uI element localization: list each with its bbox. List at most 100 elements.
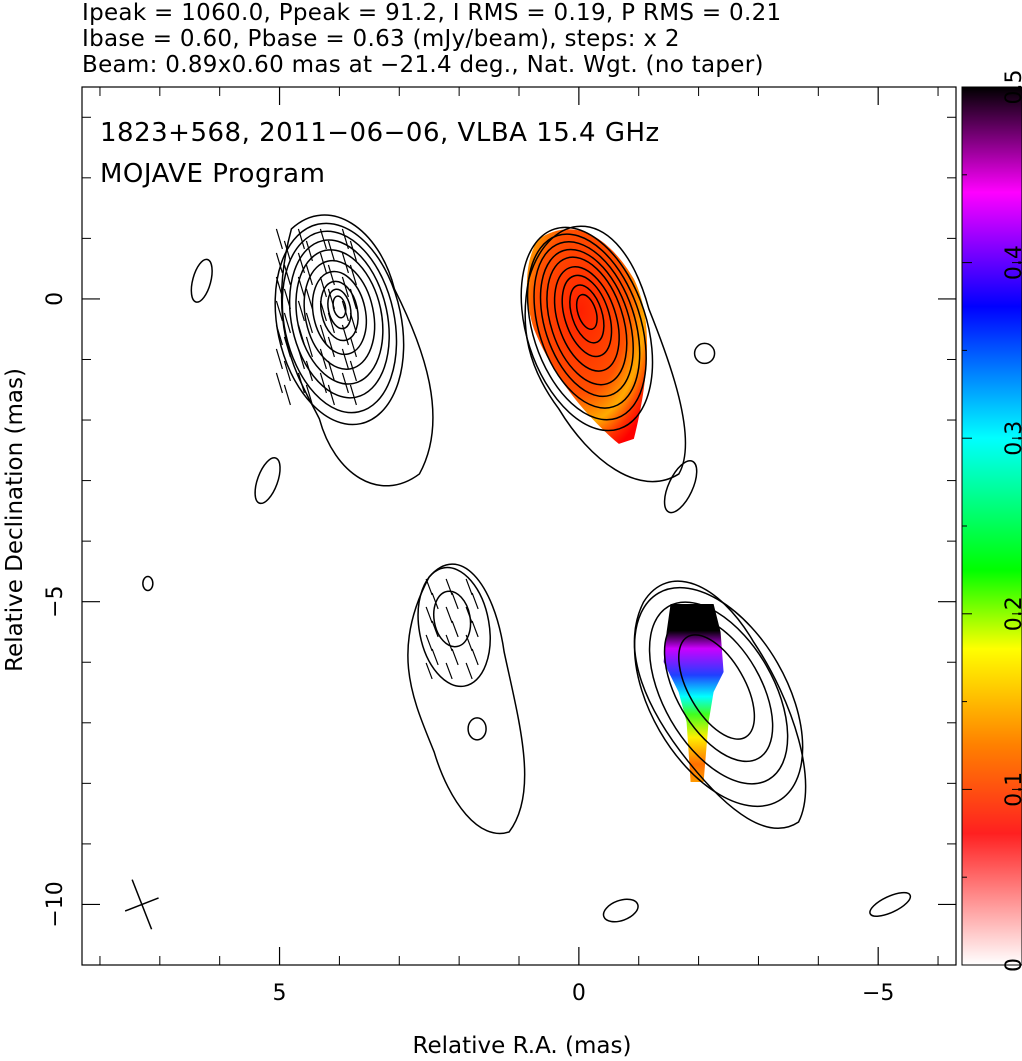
polarized-intensity-outer-contour bbox=[524, 225, 687, 483]
evpa-tick bbox=[349, 288, 357, 310]
evpa-tick bbox=[349, 336, 357, 358]
evpa-tick bbox=[319, 276, 327, 298]
evpa-tick bbox=[327, 312, 335, 334]
polarized-intensity-contour bbox=[533, 241, 641, 409]
evpa-tick bbox=[349, 360, 357, 382]
evpa-tick bbox=[319, 372, 327, 394]
colorbar-tick-label: 0.3 bbox=[1002, 421, 1022, 456]
evpa-tick bbox=[297, 228, 305, 250]
evpa-tick bbox=[327, 360, 335, 382]
evpa-tick bbox=[451, 592, 459, 610]
evpa-tick bbox=[471, 620, 479, 638]
evpa-tick bbox=[341, 348, 349, 370]
evpa-tick bbox=[445, 578, 453, 596]
evpa-tick bbox=[465, 578, 473, 596]
stokes-i-contour bbox=[327, 288, 352, 330]
residual-stokes-i-panel bbox=[407, 563, 526, 835]
evpa-tick bbox=[297, 276, 305, 298]
evpa-tick bbox=[283, 384, 291, 406]
evpa-tick bbox=[275, 276, 283, 298]
noise-contour bbox=[190, 258, 213, 303]
plot-frame bbox=[81, 86, 957, 966]
y-tick-label: −10 bbox=[43, 881, 68, 927]
beam-minor-axis bbox=[124, 897, 159, 912]
noise-contour bbox=[467, 717, 487, 741]
stokes-i-panel bbox=[274, 214, 434, 487]
axes-layer: 5 0 −5 0 −5 −10 bbox=[43, 87, 956, 1006]
header-base-line: Ibase = 0.60, Pbase = 0.63 (mJy/beam), s… bbox=[82, 26, 680, 52]
evpa-tick bbox=[425, 606, 433, 624]
evpa-tick bbox=[319, 252, 327, 274]
evpa-tick bbox=[319, 300, 327, 322]
evpa-tick bbox=[319, 228, 327, 250]
x-tick-label: −5 bbox=[862, 981, 894, 1006]
evpa-tick bbox=[341, 228, 349, 250]
polarized-intensity-contour bbox=[539, 248, 634, 398]
evpa-tick bbox=[431, 648, 439, 666]
evpa-tick bbox=[341, 276, 349, 298]
evpa-tick bbox=[349, 312, 357, 334]
evpa-tick bbox=[451, 620, 459, 638]
x-tick-label: 5 bbox=[273, 981, 287, 1006]
evpa-tick bbox=[297, 348, 305, 370]
evpa-tick bbox=[465, 634, 473, 652]
source-annotation: 1823+568, 2011−06−06, VLBA 15.4 GHz bbox=[100, 118, 660, 148]
noise-contour bbox=[254, 457, 281, 505]
colorbar bbox=[961, 86, 1022, 966]
evpa-tick bbox=[283, 240, 291, 262]
evpa-tick bbox=[451, 648, 459, 666]
evpa-tick bbox=[341, 372, 349, 394]
evpa-tick bbox=[305, 240, 313, 262]
polarized-intensity-panel bbox=[520, 225, 687, 483]
residual-contour bbox=[417, 566, 491, 688]
header-stats-line: Ipeak = 1060.0, Ppeak = 91.2, I RMS = 0.… bbox=[82, 0, 782, 26]
stokes-i-outer-contour bbox=[280, 214, 434, 487]
evpa-tick bbox=[283, 264, 291, 286]
evpa-tick bbox=[327, 288, 335, 310]
evpa-tick bbox=[431, 592, 439, 610]
stokes-i-contour bbox=[288, 239, 390, 399]
evpa-tick bbox=[305, 384, 313, 406]
polarized-intensity-contour bbox=[569, 284, 605, 344]
colorbar-ticks: 0 0.1 0.2 0.3 0.4 0.5 bbox=[962, 70, 1022, 972]
fractional-polarization-panel bbox=[633, 580, 807, 829]
evpa-tick bbox=[465, 662, 473, 680]
colorbar-tick-label: 0 bbox=[1002, 958, 1022, 972]
evpa-tick bbox=[349, 264, 357, 286]
evpa-tick bbox=[275, 252, 283, 274]
evpa-tick bbox=[425, 578, 433, 596]
header-beam-line: Beam: 0.89x0.60 mas at −21.4 deg., Nat. … bbox=[82, 52, 764, 78]
evpa-tick bbox=[305, 312, 313, 334]
stokes-i-contour bbox=[274, 222, 405, 426]
fractional-polarization-contour bbox=[648, 601, 789, 785]
evpa-tick bbox=[275, 228, 283, 250]
noise-contour bbox=[869, 891, 912, 917]
evpa-tick bbox=[327, 264, 335, 286]
evpa-tick bbox=[471, 592, 479, 610]
evpa-tick bbox=[275, 348, 283, 370]
fractional-polarization-outer-contour bbox=[633, 580, 807, 829]
colorbar-tick-label: 0.5 bbox=[1002, 70, 1022, 105]
evpa-tick bbox=[341, 324, 349, 346]
noise-contour bbox=[602, 898, 639, 923]
noise-contour bbox=[142, 575, 154, 592]
x-tick-label: 0 bbox=[572, 981, 586, 1006]
evpa-tick bbox=[275, 372, 283, 394]
evpa-tick bbox=[319, 348, 327, 370]
evpa-tick bbox=[445, 662, 453, 680]
evpa-tick bbox=[465, 606, 473, 624]
colorbar-tick-label: 0.4 bbox=[1002, 245, 1022, 280]
evpa-tick bbox=[341, 252, 349, 274]
evpa-tick bbox=[341, 300, 349, 322]
evpa-tick bbox=[283, 288, 291, 310]
evpa-tick bbox=[349, 240, 357, 262]
colorbar-tick-label: 0.1 bbox=[1002, 772, 1022, 807]
evpa-tick bbox=[327, 240, 335, 262]
evpa-tick bbox=[305, 336, 313, 358]
evpa-tick bbox=[297, 324, 305, 346]
evpa-tick bbox=[431, 620, 439, 638]
polarized-intensity-contour bbox=[561, 274, 613, 358]
evpa-tick bbox=[305, 360, 313, 382]
noise-contour bbox=[693, 342, 716, 365]
